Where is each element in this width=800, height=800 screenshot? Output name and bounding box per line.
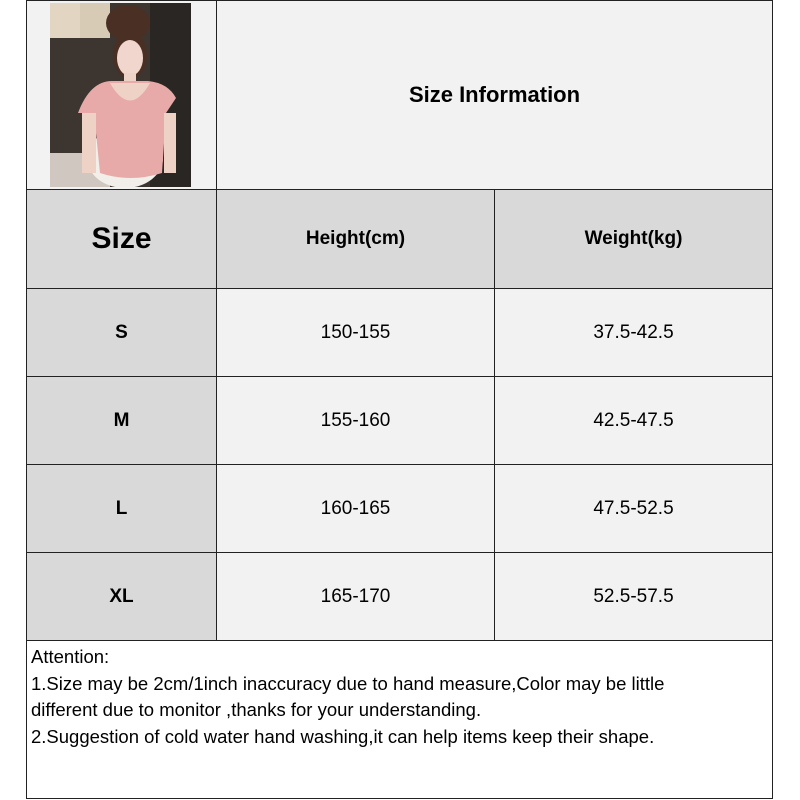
size-cell: XL xyxy=(26,552,217,641)
size-cell: M xyxy=(26,376,217,465)
height-cell: 155-160 xyxy=(216,376,495,465)
header-weight: Weight(kg) xyxy=(494,189,773,289)
size-value: L xyxy=(115,497,128,519)
product-photo xyxy=(50,3,191,187)
notes-heading: Attention: xyxy=(31,646,110,667)
notes-line-2: different due to monitor ,thanks for you… xyxy=(31,699,482,720)
weight-cell: 42.5-47.5 xyxy=(494,376,773,465)
header-size-label: Size xyxy=(91,222,152,255)
size-cell: L xyxy=(26,464,217,553)
page-title: Size Information xyxy=(408,82,581,107)
height-value: 150-155 xyxy=(320,321,391,343)
attention-notes: Attention: 1.Size may be 2cm/1inch inacc… xyxy=(26,640,773,799)
height-value: 155-160 xyxy=(320,409,391,431)
product-photo-icon xyxy=(50,3,191,187)
title-cell: Size Information xyxy=(216,0,773,190)
weight-value: 37.5-42.5 xyxy=(593,321,674,343)
weight-value: 42.5-47.5 xyxy=(593,409,674,431)
size-value: XL xyxy=(109,585,134,607)
height-cell: 160-165 xyxy=(216,464,495,553)
height-cell: 150-155 xyxy=(216,288,495,377)
notes-line-3: 2.Suggestion of cold water hand washing,… xyxy=(31,725,655,747)
header-height-label: Height(cm) xyxy=(305,228,406,249)
weight-value: 47.5-52.5 xyxy=(593,497,674,519)
weight-cell: 37.5-42.5 xyxy=(494,288,773,377)
height-value: 165-170 xyxy=(320,585,391,607)
height-value: 160-165 xyxy=(320,497,391,519)
weight-cell: 47.5-52.5 xyxy=(494,464,773,553)
header-weight-label: Weight(kg) xyxy=(584,228,683,249)
header-height: Height(cm) xyxy=(216,189,495,289)
height-cell: 165-170 xyxy=(216,552,495,641)
header-size: Size xyxy=(26,189,217,289)
weight-value: 52.5-57.5 xyxy=(593,585,674,607)
weight-cell: 52.5-57.5 xyxy=(494,552,773,641)
size-cell: S xyxy=(26,288,217,377)
size-value: S xyxy=(115,321,128,343)
size-value: M xyxy=(113,409,130,431)
notes-line-1: 1.Size may be 2cm/1inch inaccuracy due t… xyxy=(31,672,665,694)
